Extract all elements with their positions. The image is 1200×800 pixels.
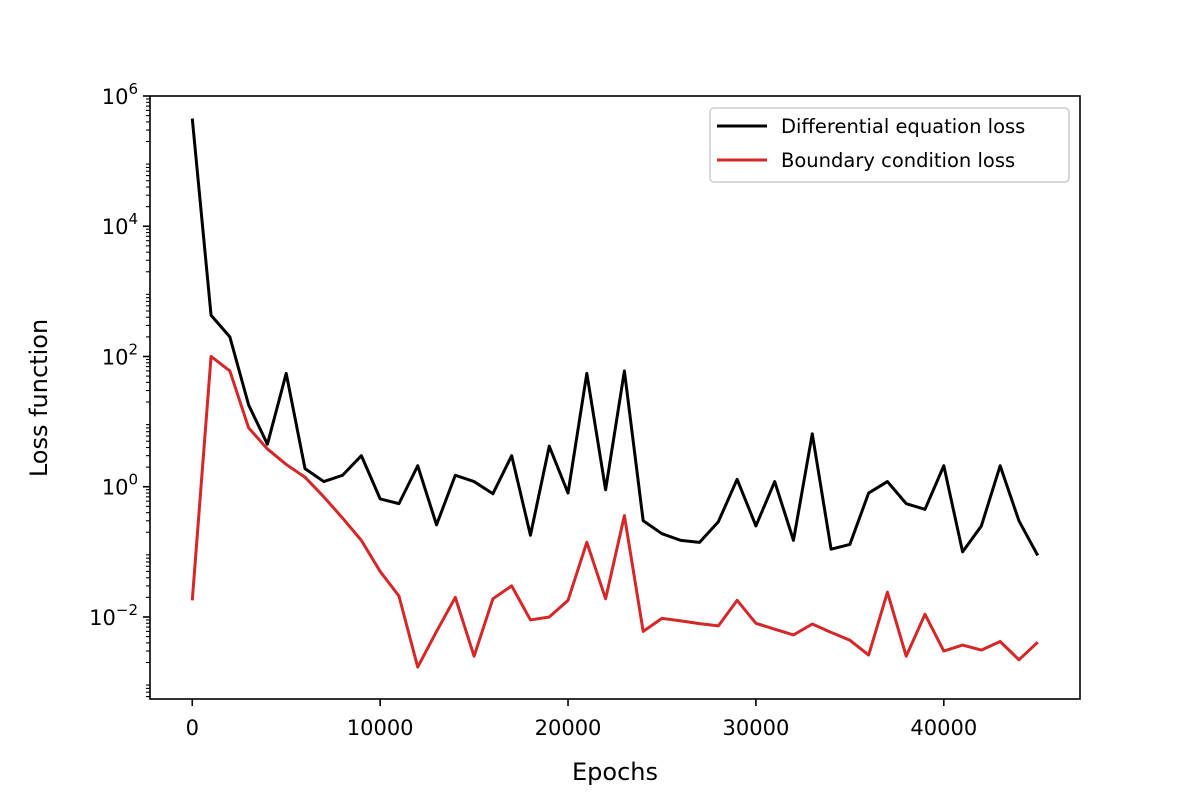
x-tick-label: 40000: [910, 716, 977, 740]
series-line-boundary-condition-loss: [190, 354, 1039, 669]
x-axis-label: Epochs: [572, 758, 658, 786]
y-tick-label: 104: [102, 210, 138, 239]
legend: Differential equation loss Boundary condi…: [709, 107, 1070, 183]
x-tick-label: 30000: [723, 716, 790, 740]
x-tick-label: 20000: [535, 716, 602, 740]
series-line-differential-equation-loss: [190, 118, 1040, 557]
plot-frame: [149, 95, 1081, 700]
y-axis-label: Loss function: [25, 319, 53, 477]
x-tick-label: 10000: [347, 716, 414, 740]
legend-label-differential-equation-loss: Differential equation loss: [781, 115, 1025, 138]
x-axis-ticks: 0 10000 20000 30000 40000: [186, 699, 977, 740]
plot-lines: [190, 118, 1040, 669]
y-tick-label: 106: [102, 80, 138, 109]
y-tick-label: 102: [102, 340, 138, 369]
x-tick-label: 0: [186, 716, 199, 740]
y-axis-ticks: 106 104 102 100 10−2: [89, 80, 150, 698]
legend-label-boundary-condition-loss: Boundary condition loss: [781, 149, 1015, 172]
y-tick-label: 10−2: [89, 601, 138, 630]
y-tick-label: 100: [102, 471, 138, 500]
legend-frame: [709, 107, 1070, 183]
